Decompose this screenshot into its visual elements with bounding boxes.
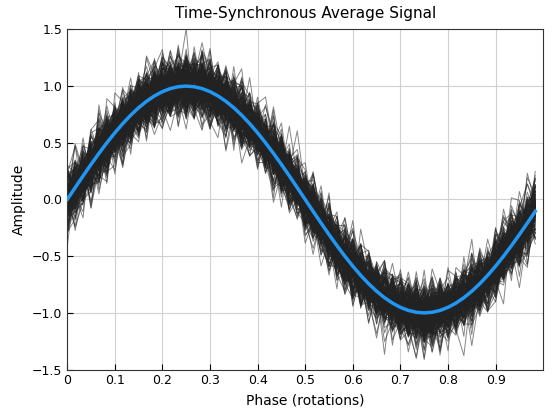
Y-axis label: Amplitude: Amplitude	[12, 164, 26, 235]
Title: Time-Synchronous Average Signal: Time-Synchronous Average Signal	[175, 6, 436, 21]
X-axis label: Phase (rotations): Phase (rotations)	[246, 393, 365, 407]
